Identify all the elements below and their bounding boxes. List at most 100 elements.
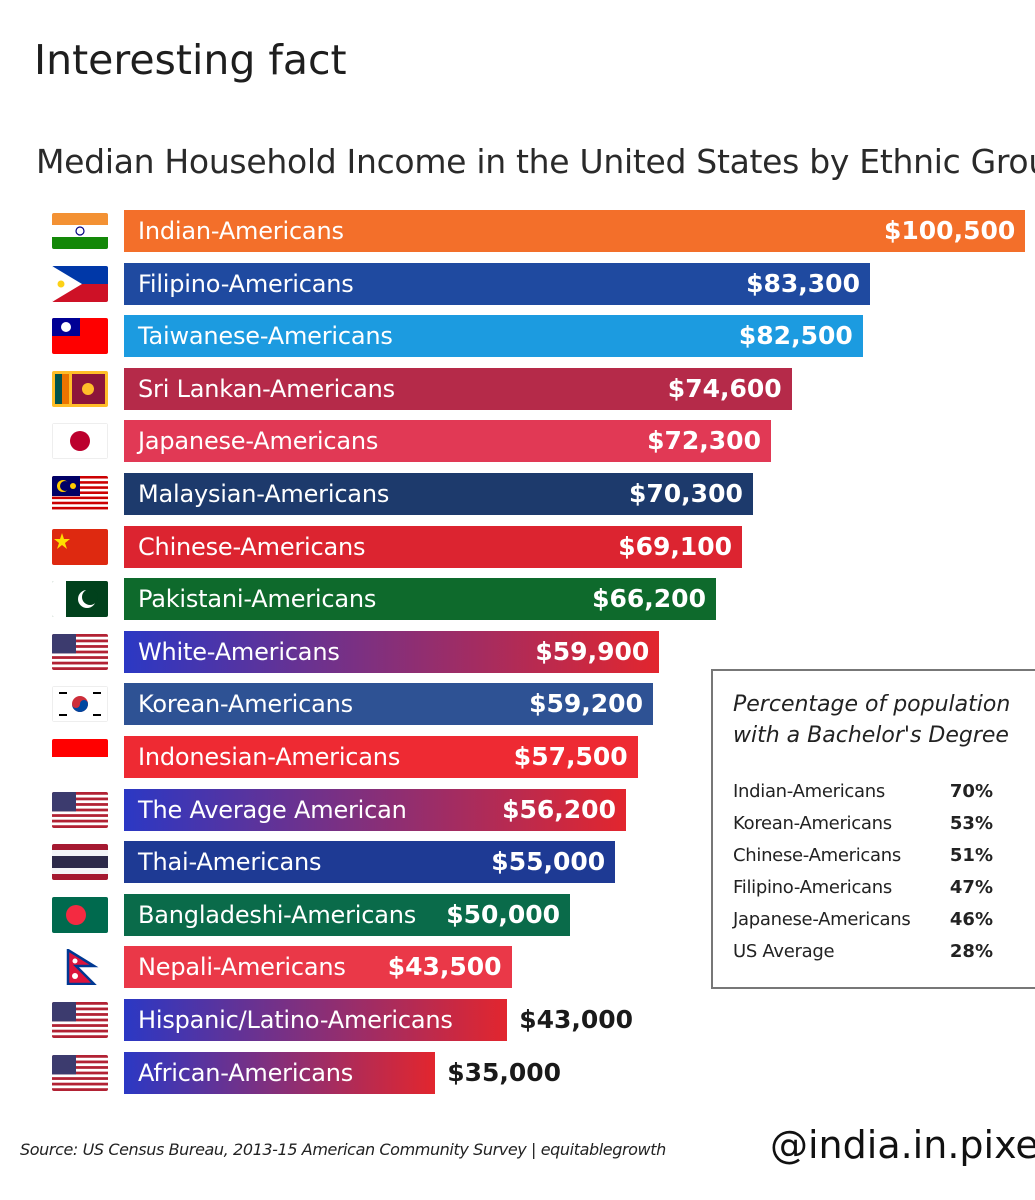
pakistan-flag-icon bbox=[52, 581, 108, 618]
bar-label: Thai-Americans bbox=[138, 848, 322, 877]
bar bbox=[122, 997, 510, 1043]
bar-row: Filipino-Americans $83,300 bbox=[0, 260, 1035, 307]
bar-row: Malaysian-Americans $70,300 bbox=[0, 471, 1035, 517]
bar-label: Taiwanese-Americans bbox=[138, 322, 393, 351]
table-row: Japanese-Americans 46% bbox=[733, 909, 993, 941]
bar bbox=[122, 681, 656, 728]
bar bbox=[122, 734, 640, 780]
bar bbox=[122, 576, 719, 623]
bar-label: The Average American bbox=[138, 795, 407, 824]
table-row-label: Chinese-Americans bbox=[733, 845, 901, 866]
bar bbox=[122, 891, 573, 938]
usa-flag-icon bbox=[52, 791, 108, 828]
table-row-label: Korean-Americans bbox=[733, 813, 892, 834]
bar-row: The Average American $56,200 bbox=[0, 786, 1035, 833]
bar-value-label: $35,000 bbox=[447, 1057, 562, 1087]
bar bbox=[122, 471, 755, 517]
table-row: US Average 28% bbox=[733, 941, 993, 973]
nepal-flag-icon bbox=[52, 949, 108, 986]
bar bbox=[122, 418, 774, 465]
bar-label: Nepali-Americans bbox=[138, 953, 346, 982]
bar-label: Bangladeshi-Americans bbox=[138, 900, 417, 929]
bar bbox=[122, 260, 873, 307]
indonesia-flag-icon bbox=[52, 739, 108, 775]
bar-label: Indian-Americans bbox=[138, 217, 344, 245]
bar-value-label: $50,000 bbox=[446, 899, 561, 929]
bar-value-label: $100,500 bbox=[884, 216, 1016, 245]
bar-row: African-Americans $35,000 bbox=[0, 1049, 1035, 1096]
bar-row: Hispanic/Latino-Americans $43,000 bbox=[0, 997, 1035, 1043]
bar-label: Filipino-Americans bbox=[138, 269, 354, 298]
bar bbox=[122, 313, 865, 360]
bar-row: Japanese-Americans $72,300 bbox=[0, 418, 1035, 465]
table-row-value: 28% bbox=[949, 941, 993, 962]
bangladesh-flag-icon bbox=[52, 896, 108, 933]
table-row-label: Japanese-Americans bbox=[733, 909, 911, 930]
bar-label: Japanese-Americans bbox=[138, 427, 379, 456]
bar-row: Pakistani-Americans $66,200 bbox=[0, 576, 1035, 623]
bar-row: Korean-Americans $59,200 bbox=[0, 681, 1035, 728]
sri-lanka-flag-icon bbox=[52, 370, 108, 407]
bar-value-label: $43,500 bbox=[387, 952, 502, 982]
bar-label: Pakistani-Americans bbox=[138, 585, 377, 614]
bar-row: Chinese-Americans $69,100 bbox=[0, 523, 1035, 570]
bar-value-label: $74,600 bbox=[667, 373, 782, 403]
bar-value-label: $66,200 bbox=[592, 584, 706, 614]
table-row-label: US Average bbox=[733, 941, 835, 962]
social-handle: @india.in.pixels bbox=[770, 1123, 1035, 1167]
taiwan-flag-icon bbox=[52, 318, 108, 355]
bar bbox=[122, 523, 745, 570]
philippines-flag-icon bbox=[52, 265, 108, 302]
bar-row: Indian-Americans $100,500 bbox=[0, 208, 1035, 254]
bar-value-label: $59,200 bbox=[529, 689, 643, 719]
table-row-label: Indian-Americans bbox=[733, 781, 885, 802]
bar-label: Sri Lankan-Americans bbox=[138, 374, 395, 403]
bar bbox=[122, 208, 1027, 254]
post-caption: Interesting fact bbox=[34, 36, 347, 84]
bar-chart: Indian-Americans $100,500 Filipino-America… bbox=[0, 200, 1035, 1100]
table-row-value: 47% bbox=[949, 877, 993, 898]
bar-row: White-Americans $59,900 bbox=[0, 628, 1035, 675]
bar bbox=[122, 839, 618, 886]
bar-row: Taiwanese-Americans $82,500 bbox=[0, 313, 1035, 360]
table-row-value: 46% bbox=[949, 909, 993, 930]
table-row: Filipino-Americans 47% bbox=[733, 877, 993, 909]
bar-value-label: $82,500 bbox=[738, 321, 853, 351]
table-row-value: 53% bbox=[949, 813, 993, 834]
table-row-label: Filipino-Americans bbox=[733, 877, 892, 898]
bar-value-label: $57,500 bbox=[513, 742, 628, 771]
source-note: Source: US Census Bureau, 2013-15 Americ… bbox=[20, 1140, 666, 1159]
chart-title: Median Household Income in the United St… bbox=[36, 142, 1035, 181]
bar-row: Indonesian-Americans $57,500 bbox=[0, 734, 1035, 780]
table-row: Indian-Americans 70% bbox=[733, 781, 993, 813]
table-row: Chinese-Americans 51% bbox=[733, 845, 993, 877]
bar-row: Bangladeshi-Americans $50,000 bbox=[0, 891, 1035, 938]
bar bbox=[122, 628, 662, 675]
bar-label: Hispanic/Latino-Americans bbox=[138, 1006, 453, 1034]
table-row: Korean-Americans 53% bbox=[733, 813, 993, 845]
table-row-value: 70% bbox=[949, 781, 993, 802]
bar bbox=[122, 944, 514, 991]
bar-label: African-Americans bbox=[138, 1058, 354, 1087]
south-korea-flag-icon bbox=[52, 686, 108, 723]
bar-value-label: $72,300 bbox=[647, 426, 761, 456]
usa-flag-icon bbox=[52, 1002, 108, 1038]
bar-value-label: $83,300 bbox=[746, 268, 860, 298]
table-title: Percentage of population with a Bachelor… bbox=[733, 692, 1011, 748]
bar-label: Indonesian-Americans bbox=[138, 743, 401, 771]
bar-label: Chinese-Americans bbox=[138, 532, 366, 561]
bar-row: Sri Lankan-Americans $74,600 bbox=[0, 365, 1035, 412]
bar-row: Nepali-Americans $43,500 bbox=[0, 944, 1035, 991]
usa-flag-icon bbox=[52, 1054, 108, 1091]
bar-value-label: $70,300 bbox=[629, 479, 743, 508]
usa-flag-icon bbox=[52, 633, 108, 670]
bar-row: Thai-Americans $55,000 bbox=[0, 839, 1035, 886]
bachelor-degree-table: Percentage of population with a Bachelor… bbox=[711, 669, 1035, 989]
bar-value-label: $43,000 bbox=[519, 1005, 634, 1034]
bar bbox=[122, 786, 629, 833]
table-row-value: 51% bbox=[949, 845, 993, 866]
japan-flag-icon bbox=[52, 423, 108, 460]
bar-label: Malaysian-Americans bbox=[138, 480, 390, 508]
bar bbox=[122, 1049, 438, 1096]
bar-label: White-Americans bbox=[138, 637, 340, 666]
